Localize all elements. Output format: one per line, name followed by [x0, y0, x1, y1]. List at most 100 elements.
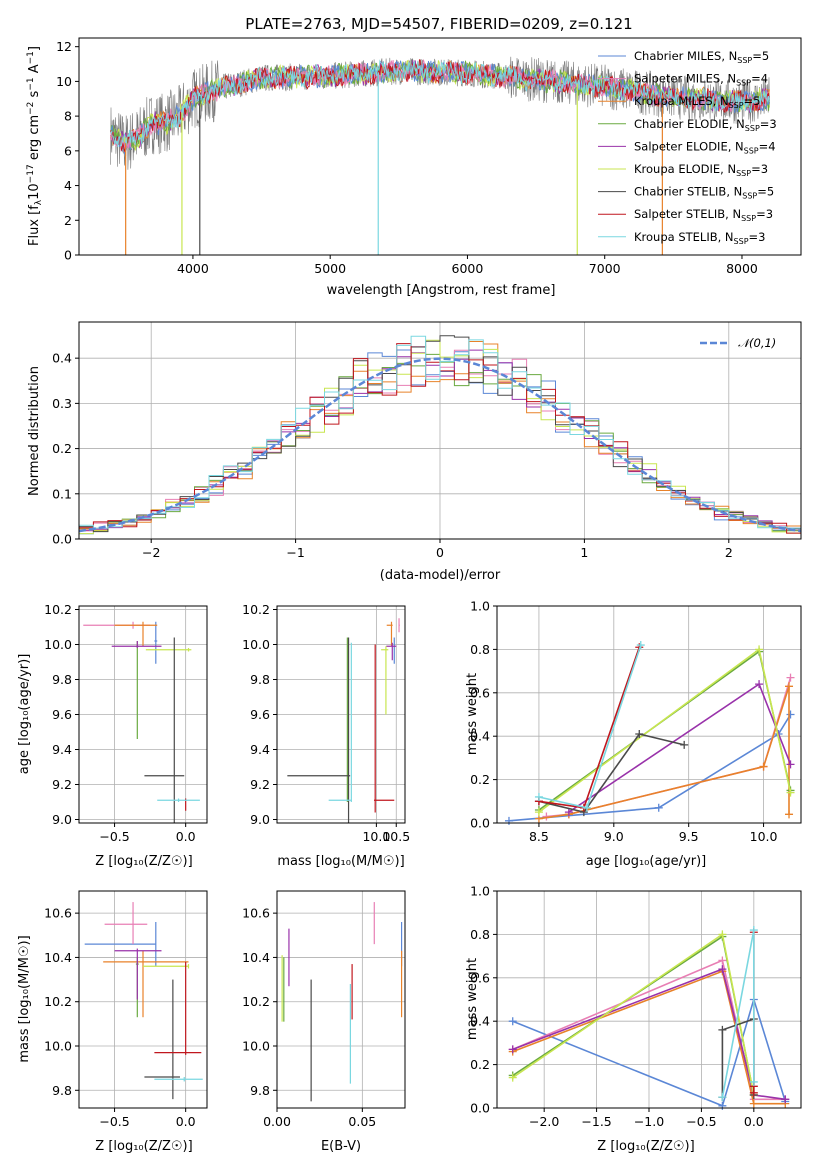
- histogram-xlabel: (data-model)/error: [380, 568, 501, 583]
- x-tick-label: 5000: [314, 261, 346, 276]
- y-tick-label: 2: [64, 213, 72, 228]
- weight-marker-salpeter-elodie: [564, 808, 573, 817]
- legend-label-subscript: SSP: [741, 214, 756, 223]
- y-tick-label: 10.0: [44, 1039, 72, 1054]
- weight-age-frame: [496, 605, 802, 824]
- legend-label-kroupa-miles: Kroupa MILES, NSSP=5: [634, 94, 760, 110]
- weight-line-salpeter-miles: [546, 677, 792, 818]
- mass-metallicity-frame: [78, 890, 208, 1109]
- legend-label-value: =5: [744, 94, 761, 108]
- mass-extinction-xlabel: E(B-V): [321, 1139, 361, 1154]
- legend-label-value: =5: [752, 49, 769, 63]
- y-tick-label: 6: [64, 143, 72, 158]
- legend-label-salpeter-stelib: Salpeter STELIB, NSSP=3: [634, 207, 773, 223]
- y-tick-label: 9.8: [52, 1083, 72, 1098]
- mass-weight-vs-age-panel: 8.5 9.0 9.5 10.0 0.0 0.2 0.4 0.6 0.8 1.0 age [log…: [465, 599, 802, 869]
- y-tick-label: 10: [56, 74, 72, 89]
- weight-marker-kroupa-miles: [749, 1099, 758, 1108]
- y-tick-label: 9.4: [250, 742, 270, 757]
- age-mass-xlabel: mass [log₁₀(M/M☉)]: [277, 854, 404, 869]
- gaussian-curve: [79, 357, 801, 533]
- y-tick-label: 9.0: [52, 812, 72, 827]
- legend-label-subscript: SSP: [734, 237, 749, 246]
- legend-label-subscript: SSP: [737, 56, 752, 65]
- weight-line-salpeter-elodie: [512, 968, 786, 1101]
- x-tick-label: 4000: [177, 261, 209, 276]
- mass-extinction-grid: [276, 891, 405, 1108]
- weight-marker-kroupa-stelib: [636, 641, 645, 650]
- histogram-series-kroupa-stelib: [79, 335, 801, 534]
- y-tick-label: 10.6: [242, 906, 270, 921]
- y-tick-label: 9.6: [250, 707, 270, 722]
- x-tick-label: 8.5: [529, 829, 549, 844]
- legend-label-chabrier-miles: Chabrier MILES, NSSP=5: [634, 49, 769, 65]
- mass-vs-extinction-panel: 0.00 0.05 9.8 10.0 10.2 10.4 10.6 E(B-V): [242, 890, 406, 1154]
- y-tick-label: 0.6: [470, 685, 490, 700]
- weight-marker-chabrier-miles: [508, 1017, 517, 1026]
- y-tick-label: 9.0: [250, 812, 270, 827]
- spectrum-panel: 4000 5000 6000 7000 8000 0 2 4 6 8 10 12 wavelength…: [26, 37, 802, 298]
- legend-label-main: Chabrier ELODIE, N: [634, 117, 745, 131]
- y-tick-label: 0.2: [470, 772, 490, 787]
- x-tick-label: 1: [580, 545, 588, 560]
- y-tick-label: 0.4: [470, 1014, 490, 1029]
- weight-marker-salpeter-elodie: [786, 760, 795, 769]
- age-metallicity-plot-area: [83, 621, 200, 823]
- x-tick-label: 0.0: [176, 1114, 196, 1129]
- x-tick-label: −0.5: [99, 829, 129, 844]
- legend-label-value: =3: [749, 230, 766, 244]
- legend-label-main: Salpeter MILES, N: [634, 72, 736, 86]
- weight-age-xlabel: age [log₁₀(age/yr)]: [586, 854, 707, 869]
- legend-label-main: Salpeter STELIB, N: [634, 207, 741, 221]
- x-tick-label: 0: [436, 545, 444, 560]
- weight-marker-salpeter-miles: [786, 673, 795, 682]
- x-tick-label: −1.5: [581, 1114, 611, 1129]
- spectrum-plot-area: [110, 56, 770, 255]
- y-tick-label: 10.2: [44, 602, 72, 617]
- weight-marker-kroupa-miles: [785, 810, 794, 819]
- spectrum-xlabel: wavelength [Angstrom, rest frame]: [327, 283, 556, 298]
- weight-marker-chabrier-miles: [786, 710, 795, 719]
- weight-age-ylabel: mass weight: [465, 673, 480, 755]
- y-tick-label: 10.2: [44, 994, 72, 1009]
- y-tick-label: 9.2: [250, 777, 270, 792]
- weight-marker-salpeter-elodie: [718, 965, 727, 974]
- x-tick-label: −0.5: [686, 1114, 716, 1129]
- histogram-ylabel: Normed distribution: [27, 366, 42, 496]
- spectrum-ylabel: Flux [fλ10−17 erg cm−2 s−1 A−1]: [26, 46, 44, 246]
- y-tick-label: 9.8: [250, 1083, 270, 1098]
- weight-line-salpeter-stelib: [538, 646, 641, 809]
- mass-vs-metallicity-panel: −0.5 0.0 9.8 10.0 10.2 10.4 10.6 Z [log₁₀(Z/Z☉…: [17, 890, 208, 1154]
- weight-age-grid: [497, 605, 801, 824]
- weight-marker-kroupa-stelib: [582, 803, 591, 812]
- figure-title: PLATE=2763, MJD=54507, FIBERID=0209, z=0…: [245, 15, 632, 33]
- legend-label-value: =3: [756, 207, 773, 221]
- y-tick-label: 10.0: [242, 637, 270, 652]
- weight-line-chabrier-miles: [512, 996, 787, 1107]
- weight-marker-salpeter-elodie: [755, 680, 764, 689]
- age-metallicity-ylabel: age [log₁₀(age/yr)]: [17, 654, 32, 775]
- y-tick-label: 0.2: [470, 1057, 490, 1072]
- weight-marker-chabrier-stelib: [718, 1025, 727, 1034]
- legend-label-value: =3: [751, 162, 768, 176]
- weight-marker-kroupa-elodie: [718, 930, 727, 939]
- legend-label-salpeter-elodie: Salpeter ELODIE, NSSP=4: [634, 139, 776, 155]
- x-tick-label: 9.0: [604, 829, 624, 844]
- y-tick-label: 0.2: [52, 441, 72, 456]
- x-tick-label: −2.0: [529, 1114, 559, 1129]
- y-tick-label: 0.8: [470, 642, 490, 657]
- y-tick-label: 9.2: [52, 777, 72, 792]
- legend-label-subscript: SSP: [744, 146, 759, 155]
- y-tick-label: 9.8: [250, 672, 270, 687]
- y-tick-label: 4: [64, 178, 72, 193]
- histogram-legend: 𝒩(0,1): [700, 336, 776, 350]
- weight-marker-chabrier-stelib: [680, 740, 689, 749]
- weight-metallicity-plot-area: [508, 926, 790, 1110]
- y-tick-label: 9.8: [52, 672, 72, 687]
- y-tick-label: 0: [64, 248, 72, 263]
- x-tick-label: −1: [286, 545, 304, 560]
- gaussian-legend-label: 𝒩(0,1): [738, 336, 776, 350]
- legend-label-value: =5: [757, 185, 774, 199]
